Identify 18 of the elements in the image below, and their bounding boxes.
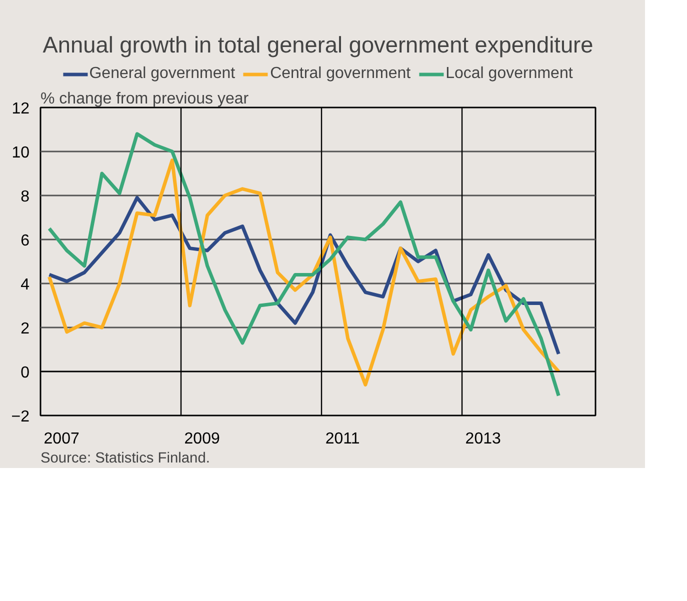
y-tick-label: 0: [20, 364, 30, 382]
y-tick-label: −2: [11, 408, 30, 426]
y-tick-label: 8: [20, 188, 30, 206]
y-tick-label: 6: [20, 232, 30, 250]
y-tick-label: 4: [20, 276, 30, 294]
source-note: Source: Statistics Finland.: [40, 450, 210, 466]
y-tick-label: 12: [12, 100, 30, 118]
legend-label: General government: [89, 65, 236, 83]
y-axis-title: % change from previous year: [40, 90, 250, 108]
x-tick-label: 2011: [325, 430, 360, 448]
y-tick-label: 2: [20, 320, 30, 338]
legend-label: Central government: [270, 65, 411, 83]
x-tick-label: 2007: [44, 430, 80, 448]
y-tick-label: 10: [12, 144, 30, 162]
chart-title: Annual growth in total general government expenditure: [42, 32, 594, 58]
x-tick-label: 2009: [184, 430, 220, 448]
legend-label: Local government: [446, 65, 573, 83]
x-tick-label: 2013: [465, 430, 501, 448]
